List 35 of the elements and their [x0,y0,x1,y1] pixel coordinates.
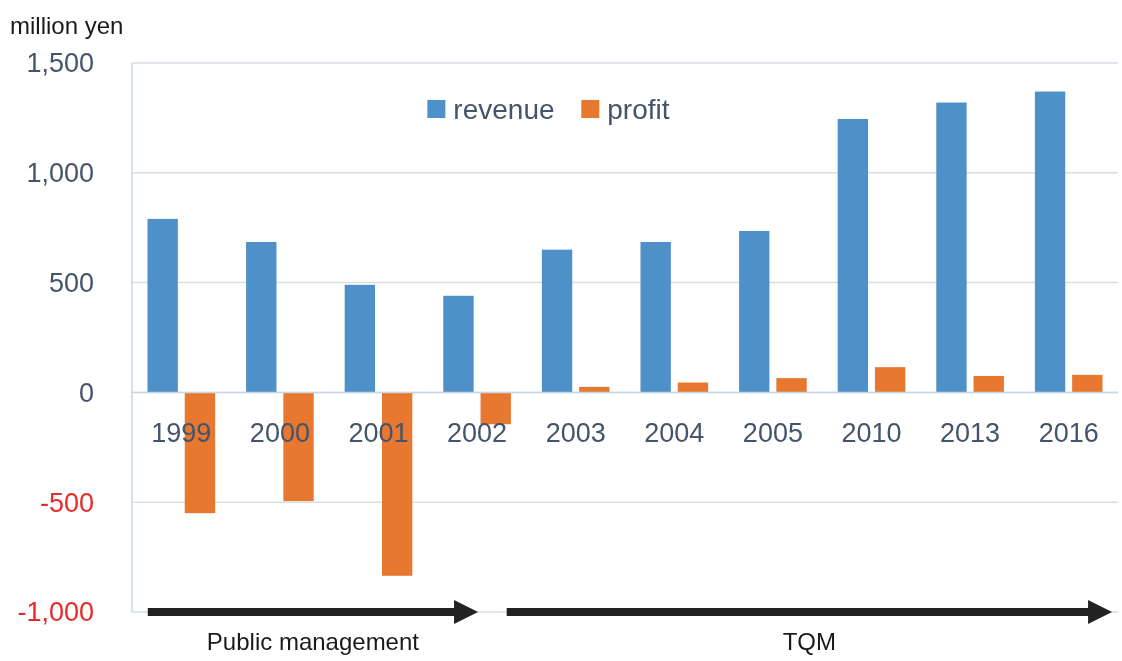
y-axis-title: million yen [10,12,124,39]
bar [1072,374,1103,393]
y-tick-label: 0 [78,377,94,408]
bar [973,375,1004,393]
y-tick-label: -1,000 [17,597,94,628]
bar [739,230,770,393]
bar [541,249,573,393]
y-tick-label: 500 [48,268,94,299]
bar [344,284,376,393]
bar [579,386,610,393]
x-tick-label: 2003 [545,418,606,449]
text: TQM [782,628,837,655]
bar [677,382,709,393]
x-tick-label: 2004 [644,418,705,449]
bar [874,367,906,393]
bar [147,218,178,393]
legend-label: revenue [453,93,555,125]
text: Public management [206,628,420,655]
x-tick-label: 2016 [1038,418,1099,449]
x-tick-label: 2005 [742,418,803,449]
y-tick-label: 1,500 [26,48,94,79]
x-tick-label: 2010 [841,418,902,449]
x-tick-label: 2002 [447,418,508,449]
bar [776,378,807,393]
bar [936,102,967,393]
y-tick-label: -500 [39,487,94,518]
legend-label: profit [607,93,670,125]
bar [640,241,671,393]
bar [246,241,277,393]
bar [1034,91,1066,393]
bar [443,295,474,393]
bar [837,119,869,393]
bar [480,392,511,425]
x-tick-label: 2013 [940,418,1001,449]
y-tick-label: 1,000 [26,158,94,189]
